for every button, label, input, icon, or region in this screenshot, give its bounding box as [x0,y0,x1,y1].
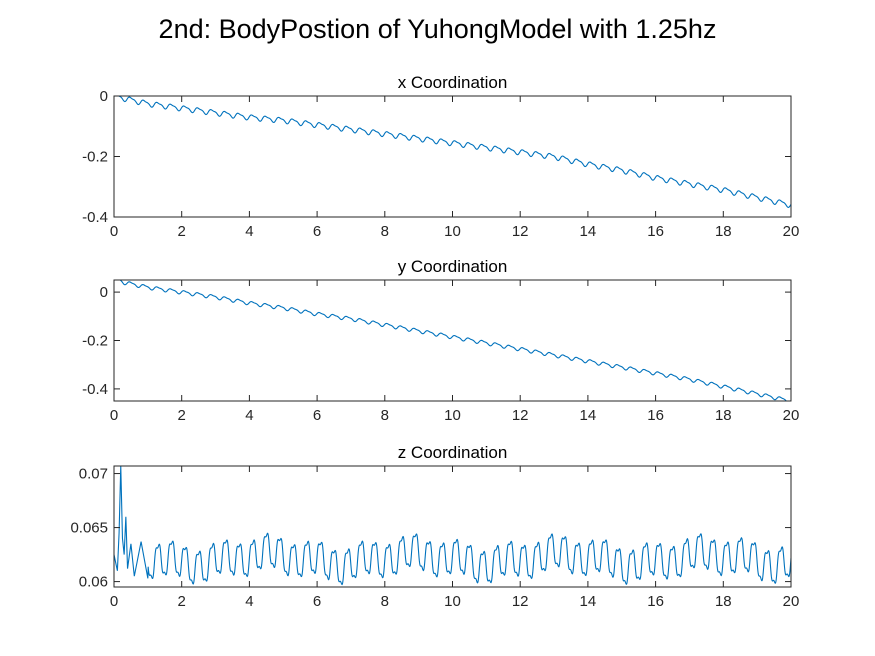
x-ytick-label: -0.4 [82,209,108,226]
z-series-line [113,465,792,586]
z-xtick-label: 8 [381,593,389,610]
x-xtick-label: 4 [245,223,253,240]
x-axes-box [113,95,792,218]
y-xtick-label: 18 [715,407,732,424]
z-xtick-label: 6 [313,593,321,610]
y-xtick-label: 4 [245,407,253,424]
y-ytick-label: -0.4 [82,381,108,398]
z-axes-title: z Coordination [398,443,508,462]
x-xtick-label: 20 [783,223,800,240]
y-xtick-label: 16 [647,407,664,424]
x-xtick-label: 0 [110,223,118,240]
y-xtick-label: 2 [178,407,186,424]
z-xtick-label: 4 [245,593,253,610]
x-xtick-label: 6 [313,223,321,240]
z-ytick-label: 0.06 [79,574,108,591]
z-xtick-label: 14 [580,593,597,610]
x-ytick-label: -0.2 [82,149,108,166]
y-axes: y Coordination 0 2 4 6 8 10 12 14 16 18 20 0 -0.2 -0.4 [82,257,799,424]
x-xtick-label: 18 [715,223,732,240]
y-ytick-label: 0 [100,284,108,301]
x-series-line [114,95,792,208]
y-xtick-label: 14 [580,407,597,424]
y-xtick-label: 12 [512,407,529,424]
x-axes-title: x Coordination [398,73,508,92]
z-xtick-label: 10 [444,593,461,610]
y-xtick-label: 6 [313,407,321,424]
z-xtick-label: 2 [178,593,186,610]
y-axes-box [113,279,792,402]
x-xtick-label: 12 [512,223,529,240]
z-ytick-label: 0.07 [79,466,108,483]
z-xtick-label: 12 [512,593,529,610]
x-xtick-label: 8 [381,223,389,240]
y-xtick-label: 0 [110,407,118,424]
z-ytick-label: 0.065 [70,520,108,537]
z-axes-box [113,465,792,588]
z-xtick-label: 0 [110,593,118,610]
x-xtick-label: 2 [178,223,186,240]
x-xtick-label: 16 [647,223,664,240]
y-xtick-label: 20 [783,407,800,424]
x-axes: x Coordination 0 2 4 6 8 10 12 14 16 18 20 0 -0.2 -0.4 [82,73,799,240]
x-xtick-label: 10 [444,223,461,240]
z-xtick-label: 18 [715,593,732,610]
y-ytick-label: -0.2 [82,333,108,350]
y-xtick-label: 10 [444,407,461,424]
y-xtick-label: 8 [381,407,389,424]
z-xtick-label: 20 [783,593,800,610]
z-axes: z Coordination 0 2 4 6 8 10 12 14 16 18 20 0.07 0.065… [70,443,799,610]
x-ytick-label: 0 [100,88,108,105]
x-xtick-label: 14 [580,223,597,240]
y-series-line [114,279,792,402]
y-axes-title: y Coordination [398,257,508,276]
figure-title: 2nd: BodyPostion of YuhongModel with 1.2… [158,14,717,44]
z-xtick-label: 16 [647,593,664,610]
